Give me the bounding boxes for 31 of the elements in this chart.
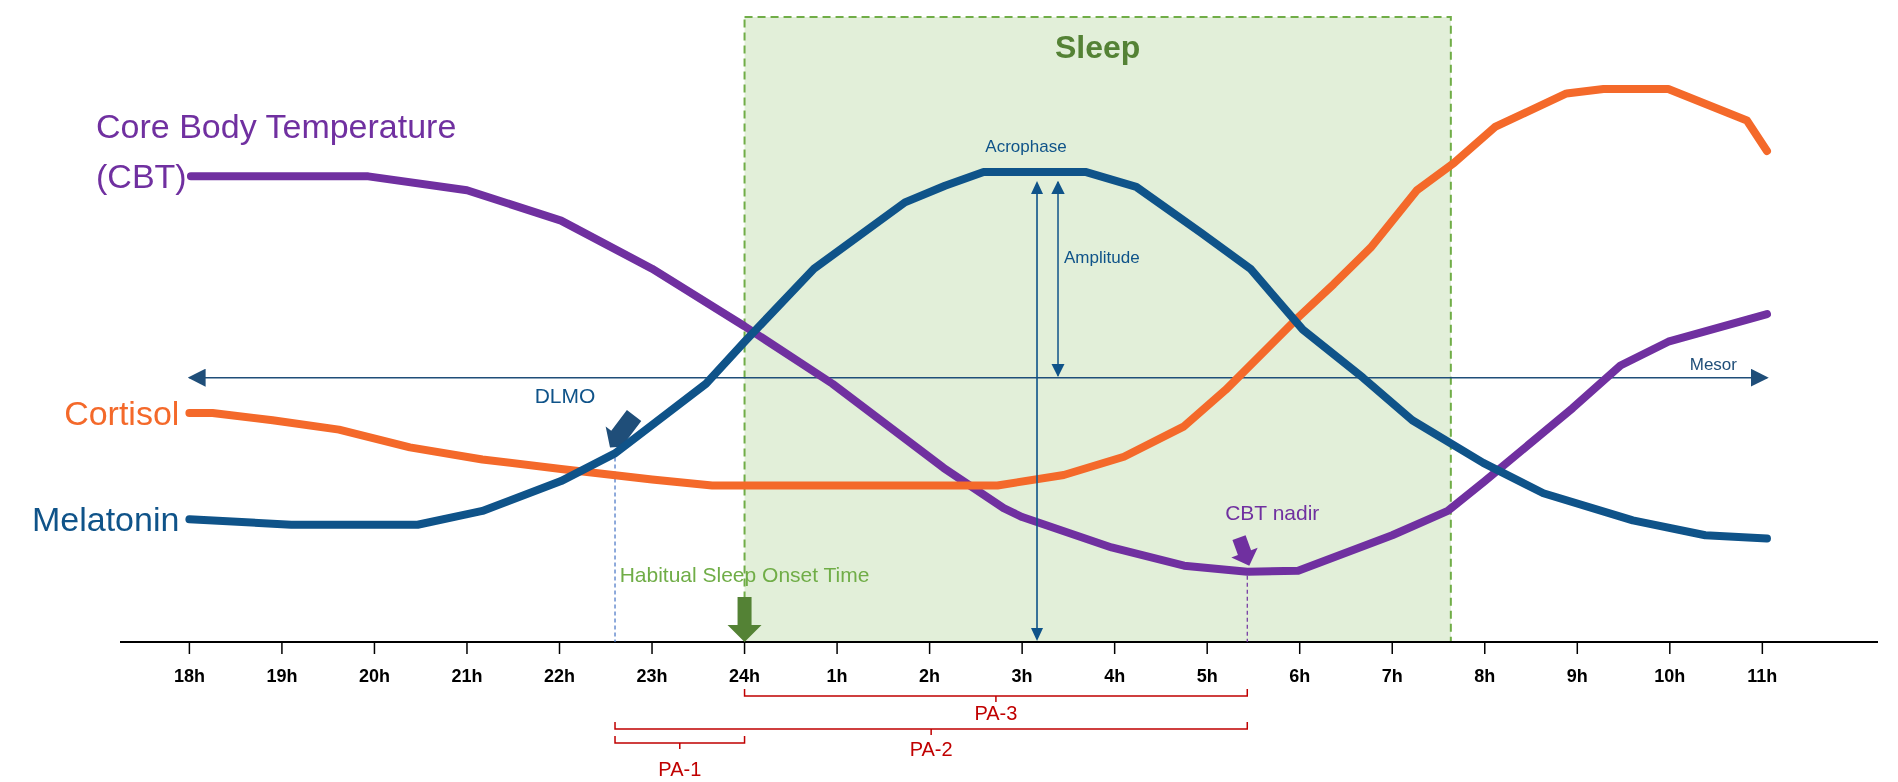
x-tick-label: 23h	[636, 666, 668, 686]
x-tick-label: 11h	[1747, 666, 1778, 686]
x-tick-label: 8h	[1474, 666, 1496, 686]
x-tick-label: 10h	[1654, 666, 1686, 686]
annotation: Acrophase	[985, 136, 1067, 156]
annotation: DLMO	[534, 384, 596, 408]
x-tick-label: 2h	[919, 666, 941, 686]
x-tick-label: 5h	[1196, 666, 1218, 686]
x-tick-label: 24h	[729, 666, 761, 686]
x-tick-label: 22h	[543, 666, 576, 686]
annotation: CBT nadir	[1225, 500, 1320, 524]
series-label: Cortisol	[64, 394, 180, 433]
series-label: Core Body Temperature (CBT)	[96, 107, 457, 196]
x-tick-label: 9h	[1566, 666, 1588, 686]
x-tick-label: 19h	[266, 666, 298, 686]
x-tick-label: 7h	[1381, 666, 1403, 686]
x-tick-label: 4h	[1104, 666, 1126, 686]
text: PA-1	[658, 758, 702, 780]
annotation: Habitual Sleep Onset Time	[619, 563, 870, 586]
x-tick-label: 20h	[358, 666, 390, 686]
annotation: Amplitude	[1064, 247, 1140, 267]
x-tick-label: 3h	[1011, 666, 1033, 686]
x-tick-label: 1h	[826, 666, 848, 686]
text: PA-3	[974, 702, 1018, 724]
band-label: Sleep	[1055, 29, 1141, 65]
x-tick-label: 6h	[1289, 666, 1311, 686]
x-tick-label: 18h	[173, 666, 205, 686]
ref-line-label: Mesor	[1689, 354, 1738, 374]
text: PA-2	[909, 738, 953, 760]
series-label: Melatonin	[31, 500, 180, 539]
x-tick-label: 21h	[451, 666, 483, 686]
